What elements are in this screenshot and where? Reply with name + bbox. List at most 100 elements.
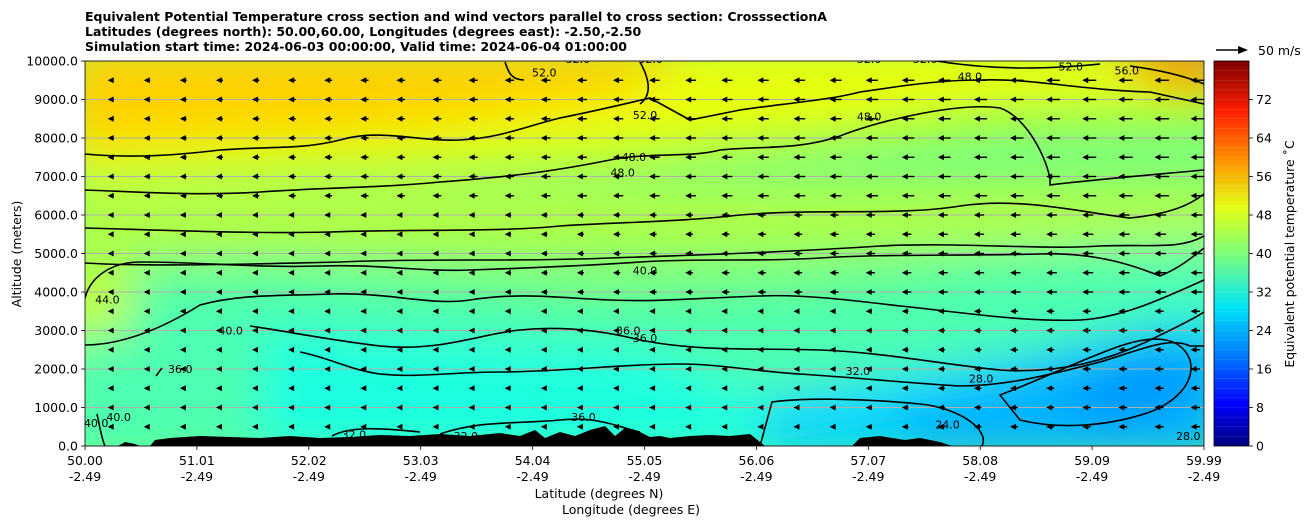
wind-arrow-head [288,173,295,180]
wind-arrow-head [432,77,439,84]
wind-arrow-head [576,250,583,257]
wind-arrow-head [757,327,764,334]
wind-arrow-head [396,404,403,411]
wind-arrow-head [685,250,692,257]
wind-arrow-head [576,115,583,122]
wind-arrow-head [576,366,583,372]
wind-arrow-head [829,346,836,353]
wind-arrow-head [396,231,403,238]
wind-arrow-head [215,308,222,315]
wind-arrow-head [360,154,367,161]
wind-arrow-head [540,423,547,430]
wind-arrow-head [1082,173,1089,180]
contour-label: 32.0 [342,428,367,441]
wind-arrow-head [1010,269,1017,276]
wind-arrow-head [1154,135,1161,141]
wind-arrow-head [721,212,728,218]
wind-arrow-head [1046,404,1053,411]
terrain [118,426,952,446]
wind-arrow-head [757,96,764,103]
wind-arrow-head [901,289,908,295]
wind-arrow-head [179,385,186,392]
contour-label: 28.0 [1176,430,1201,443]
wind-arrow-head [468,154,475,161]
wind-arrow-head [685,212,692,218]
wind-arrow-head [721,96,728,103]
wind-arrow-head [685,346,692,353]
y-tick-label: 5000.0 [34,246,78,261]
wind-arrow-head [685,135,692,141]
wind-arrow-head [1010,192,1017,199]
wind-arrow-head [721,346,728,353]
wind-arrow-head [324,423,331,430]
wind-arrow-head [1046,96,1053,103]
wind-arrow-head [1154,308,1161,315]
wind-arrow-head [685,173,692,180]
wind-arrow-head [793,250,800,257]
wind-arrow-head [865,385,872,392]
wind-arrow-head [179,269,186,276]
wind-arrow-head [793,269,800,276]
wind-arrow-head [973,135,980,141]
wind-arrow-head [143,135,150,141]
wind-arrow-head [396,212,403,218]
colorbar-tick-label: 32 [1256,285,1272,300]
contour-label: 52.0 [1058,61,1083,74]
wind-arrow-head [252,115,259,122]
wind-arrow-head [1082,308,1089,315]
wind-arrow-head [865,192,872,199]
y-tick-label: 4000.0 [34,285,78,300]
wind-arrow-head [432,289,439,295]
wind-arrow-head [1010,308,1017,315]
wind-arrow-head [179,77,186,84]
wind-arrow-head [107,404,114,411]
wind-arrow-head [360,385,367,392]
wind-arrow-head [757,77,764,84]
wind-arrow-head [324,404,331,411]
wind-arrow-head [829,327,836,334]
wind-arrow-head [215,289,222,295]
wind-arrow-head [107,250,114,257]
wind-arrow-head [107,269,114,276]
wind-arrow-head [540,154,547,161]
wind-arrow-head [649,173,656,180]
wind-arrow-head [1082,192,1089,199]
wind-arrow-head [504,327,511,334]
wind-arrow-head [1190,154,1197,161]
wind-arrow-head [576,231,583,238]
wind-arrow-head [252,231,259,238]
wind-arrow-head [252,96,259,103]
wind-arrow-head [468,346,475,353]
wind-arrow-head [504,404,511,411]
wind-arrow-head [757,212,764,218]
wind-arrow-head [829,269,836,276]
wind-arrow-head [973,404,980,411]
wind-arrow-head [576,154,583,161]
wind-arrow-head [1154,154,1161,161]
wind-arrow-head [901,250,908,257]
wind-arrow-head [576,269,583,276]
contour-label: 40.0 [84,417,109,430]
wind-arrow-head [865,423,872,430]
wind-arrow-head [613,308,620,315]
theta-e-field [85,61,1204,446]
wind-arrow-head [179,173,186,180]
wind-arrow-head [901,366,908,372]
wind-arrow-head [1118,192,1125,199]
wind-arrow-head [829,96,836,103]
title-line-1: Equivalent Potential Temperature cross s… [85,9,827,24]
contour-label: 24.0 [935,419,960,432]
wind-arrow-head [1082,346,1089,353]
wind-arrow-head [973,173,980,180]
wind-arrow-head [107,423,114,430]
wind-arrow-head [215,269,222,276]
wind-arrow-head [793,115,800,122]
wind-arrow-head [143,327,150,334]
wind-arrow-head [215,212,222,218]
wind-arrow-head [215,423,222,430]
wind-arrow-head [432,308,439,315]
wind-arrow-head [901,77,908,84]
wind-arrow-head [1118,135,1125,141]
wind-arrow-head [973,154,980,161]
wind-arrow-head [793,135,800,141]
